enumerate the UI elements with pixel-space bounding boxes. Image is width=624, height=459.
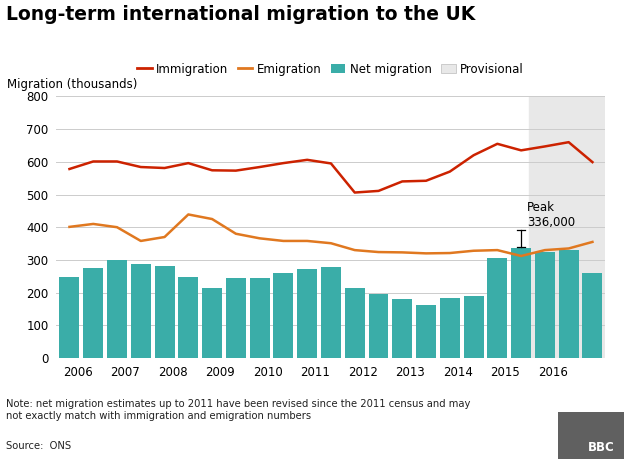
- Bar: [202, 288, 222, 358]
- Bar: [511, 248, 531, 358]
- Bar: [558, 250, 578, 358]
- Bar: [131, 263, 151, 358]
- Bar: [529, 96, 605, 358]
- Bar: [226, 278, 246, 358]
- Legend: Immigration, Emigration, Net migration, Provisional: Immigration, Emigration, Net migration, …: [133, 58, 529, 80]
- Text: Note: net migration estimates up to 2011 have been revised since the 2011 census: Note: net migration estimates up to 2011…: [6, 399, 470, 421]
- Bar: [178, 277, 198, 358]
- Bar: [535, 252, 555, 358]
- Bar: [321, 267, 341, 358]
- Bar: [440, 297, 460, 358]
- Text: Source:  ONS: Source: ONS: [6, 441, 71, 451]
- Bar: [297, 269, 317, 358]
- Bar: [416, 305, 436, 358]
- Bar: [155, 266, 175, 358]
- Text: Peak
336,000: Peak 336,000: [527, 201, 575, 229]
- Text: Long-term international migration to the UK: Long-term international migration to the…: [6, 5, 475, 23]
- Text: BBC: BBC: [588, 442, 615, 454]
- Bar: [250, 278, 270, 358]
- Bar: [464, 296, 484, 358]
- Bar: [369, 294, 389, 358]
- Text: Migration (thousands): Migration (thousands): [7, 78, 137, 91]
- Bar: [392, 299, 412, 358]
- Bar: [83, 268, 103, 358]
- Bar: [273, 273, 293, 358]
- Bar: [487, 257, 507, 358]
- Bar: [107, 260, 127, 358]
- Bar: [59, 277, 79, 358]
- Bar: [582, 273, 602, 358]
- Bar: [344, 288, 364, 358]
